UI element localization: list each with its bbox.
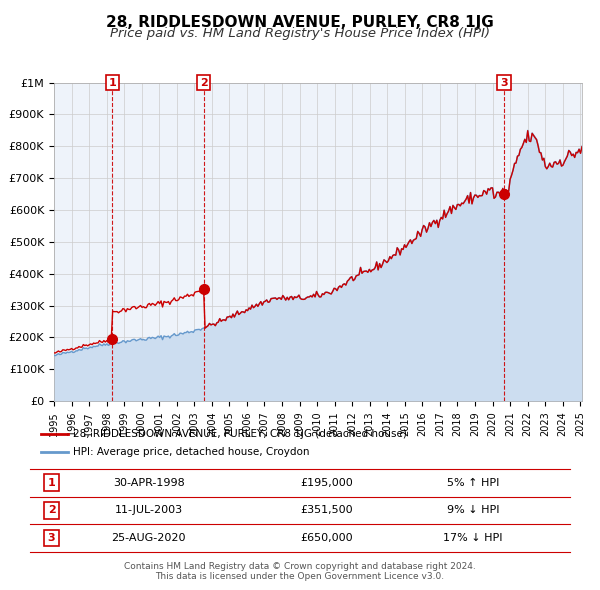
Text: This data is licensed under the Open Government Licence v3.0.: This data is licensed under the Open Gov… bbox=[155, 572, 445, 581]
Text: 2: 2 bbox=[200, 78, 208, 87]
Text: 1: 1 bbox=[48, 478, 55, 488]
Text: 17% ↓ HPI: 17% ↓ HPI bbox=[443, 533, 503, 543]
Text: 5% ↑ HPI: 5% ↑ HPI bbox=[446, 478, 499, 488]
Text: Contains HM Land Registry data © Crown copyright and database right 2024.: Contains HM Land Registry data © Crown c… bbox=[124, 562, 476, 571]
Text: 3: 3 bbox=[500, 78, 508, 87]
Text: 11-JUL-2003: 11-JUL-2003 bbox=[115, 506, 183, 515]
Text: 30-APR-1998: 30-APR-1998 bbox=[113, 478, 185, 488]
Text: £351,500: £351,500 bbox=[301, 506, 353, 515]
Text: HPI: Average price, detached house, Croydon: HPI: Average price, detached house, Croy… bbox=[73, 447, 310, 457]
Text: £195,000: £195,000 bbox=[301, 478, 353, 488]
Text: 28, RIDDLESDOWN AVENUE, PURLEY, CR8 1JG: 28, RIDDLESDOWN AVENUE, PURLEY, CR8 1JG bbox=[106, 15, 494, 30]
Text: 2: 2 bbox=[48, 506, 55, 515]
Text: 25-AUG-2020: 25-AUG-2020 bbox=[112, 533, 186, 543]
Text: 28, RIDDLESDOWN AVENUE, PURLEY, CR8 1JG (detached house): 28, RIDDLESDOWN AVENUE, PURLEY, CR8 1JG … bbox=[73, 430, 407, 440]
Text: 3: 3 bbox=[48, 533, 55, 543]
Text: Price paid vs. HM Land Registry's House Price Index (HPI): Price paid vs. HM Land Registry's House … bbox=[110, 27, 490, 40]
Text: 1: 1 bbox=[109, 78, 116, 87]
Text: £650,000: £650,000 bbox=[301, 533, 353, 543]
Text: 9% ↓ HPI: 9% ↓ HPI bbox=[446, 506, 499, 515]
